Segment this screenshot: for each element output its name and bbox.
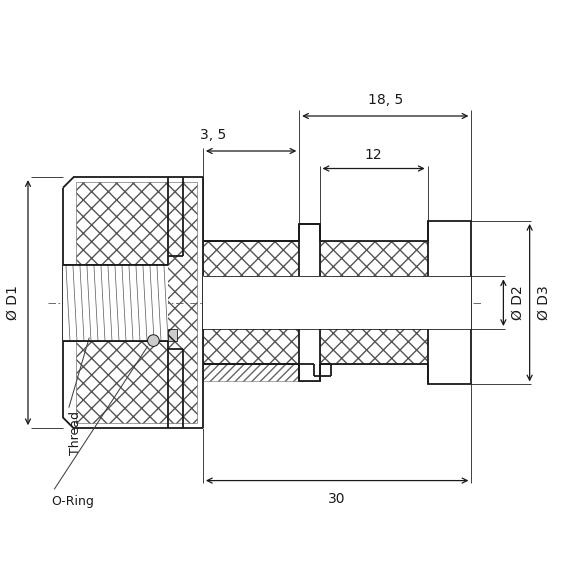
Bar bbox=[76, 182, 197, 424]
Bar bbox=[299, 224, 320, 381]
Circle shape bbox=[148, 335, 159, 346]
Text: Ø D3: Ø D3 bbox=[537, 285, 551, 320]
Bar bbox=[203, 276, 471, 329]
Bar bbox=[320, 242, 428, 364]
Text: O-Ring: O-Ring bbox=[51, 495, 94, 508]
Text: Thread: Thread bbox=[69, 410, 82, 455]
Bar bbox=[203, 242, 299, 364]
Text: 3, 5: 3, 5 bbox=[200, 128, 226, 142]
Bar bbox=[76, 182, 197, 424]
Text: 18, 5: 18, 5 bbox=[368, 93, 403, 107]
Text: Ø D1: Ø D1 bbox=[5, 285, 19, 320]
Bar bbox=[203, 242, 299, 364]
Bar bbox=[63, 265, 168, 340]
Text: Ø D2: Ø D2 bbox=[510, 285, 524, 320]
Bar bbox=[428, 221, 471, 384]
Text: 30: 30 bbox=[328, 492, 346, 506]
Bar bbox=[320, 242, 428, 364]
Text: 12: 12 bbox=[365, 147, 382, 161]
Bar bbox=[203, 364, 320, 381]
Bar bbox=[168, 329, 177, 340]
